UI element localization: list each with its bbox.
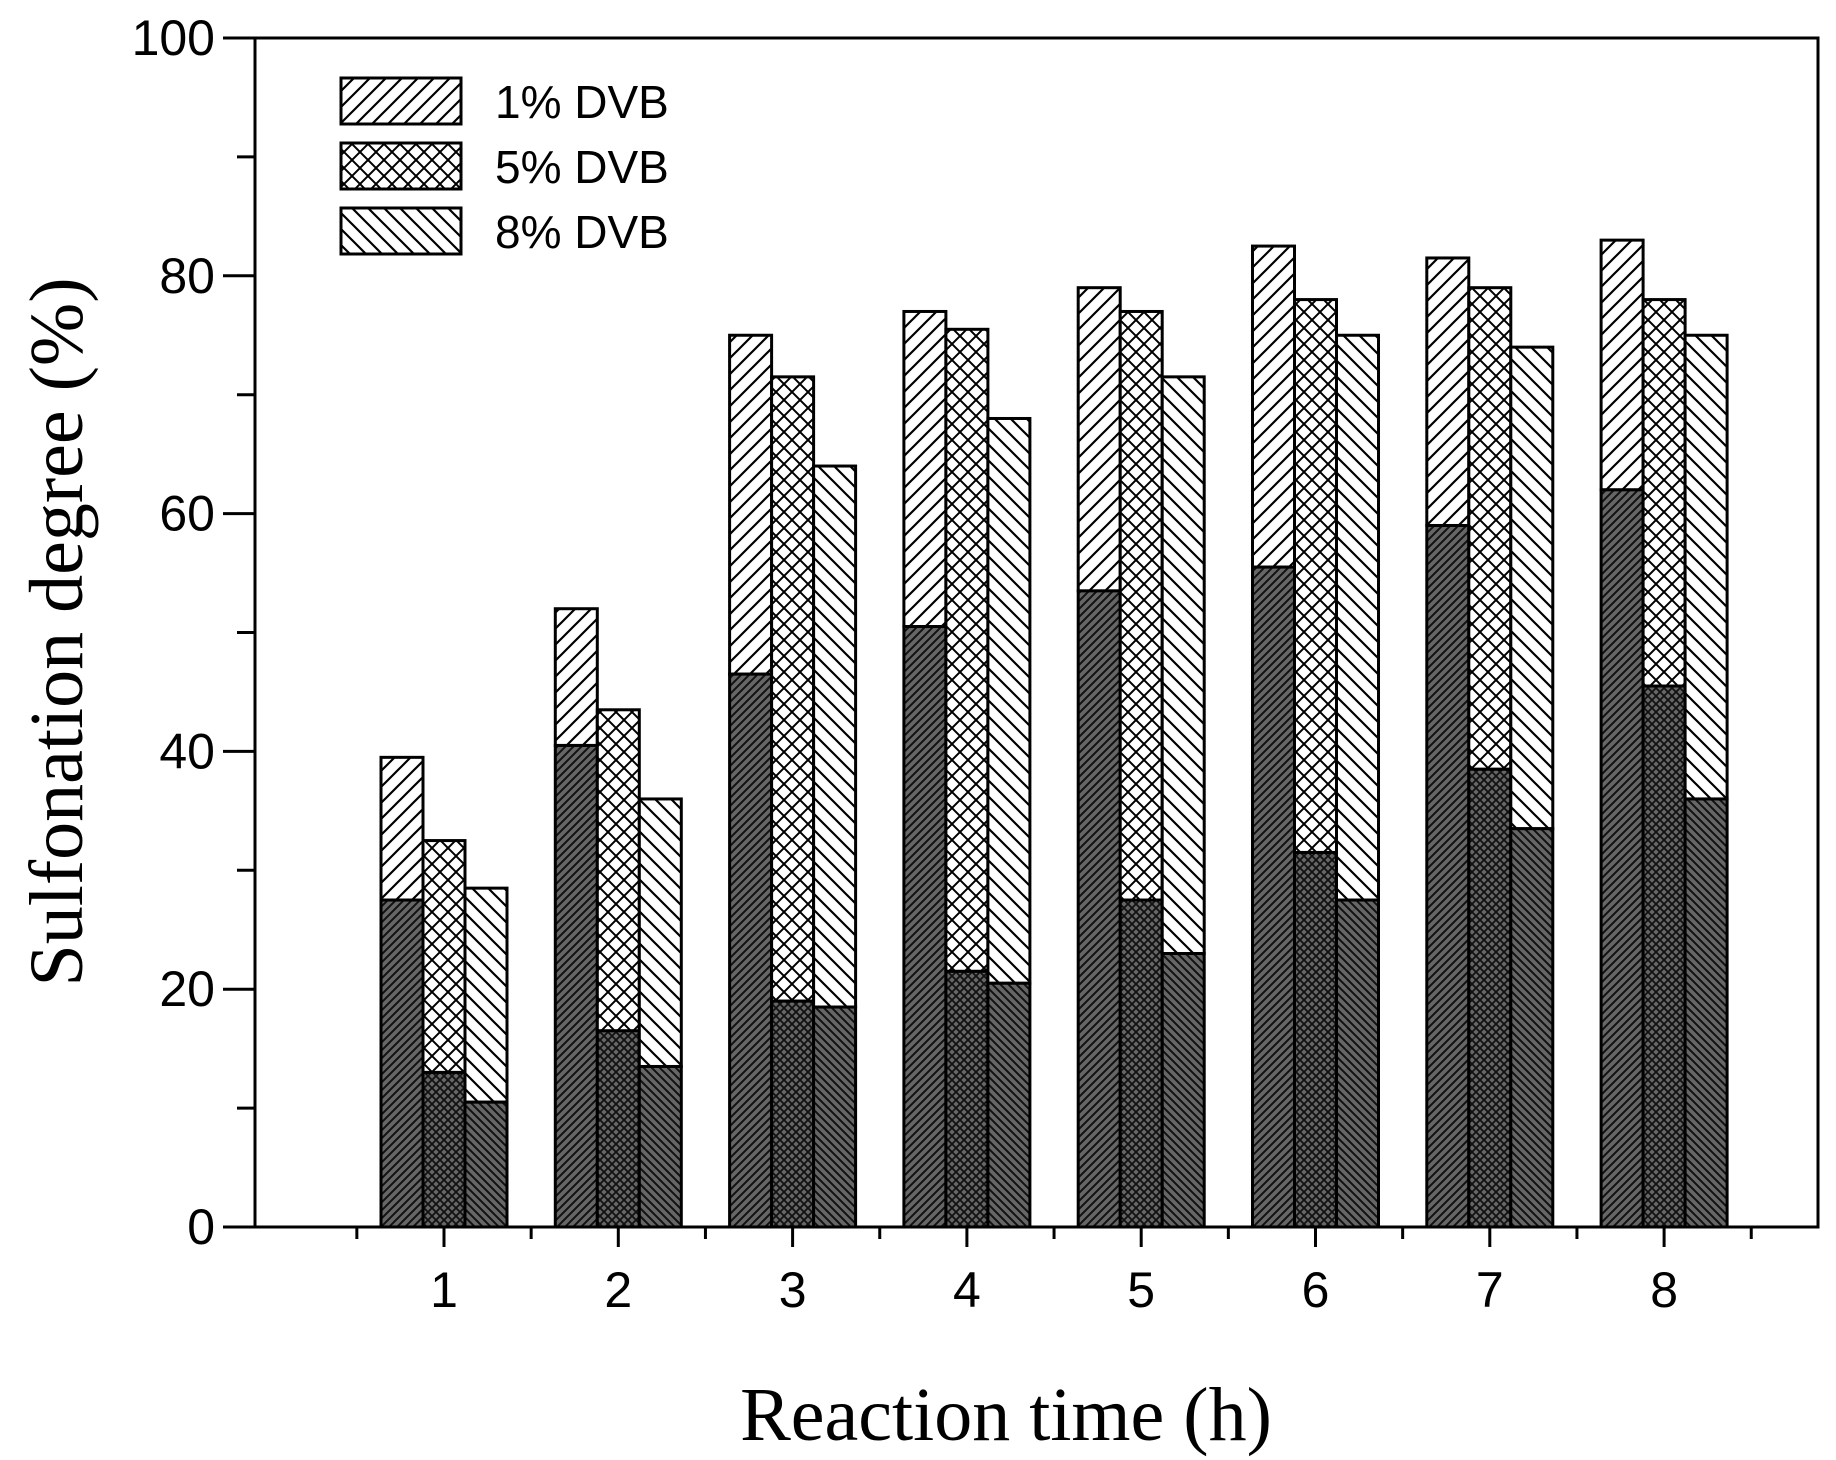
bar-total-1-t4 <box>902 309 948 629</box>
bar-lower-3-t6 <box>1335 898 1380 1229</box>
legend-label-1: 1% DVB <box>495 76 669 128</box>
x-tick-label: 7 <box>1476 1262 1504 1318</box>
bar-total-1-t6 <box>1251 244 1296 569</box>
x-axis-ticks: 1 2 3 4 5 6 7 8 <box>355 1227 1753 1318</box>
y-axis-title: Sulfonation degree (%) <box>15 277 99 986</box>
bar-total-2-t7 <box>1467 286 1513 771</box>
bar-lower-1-t1 <box>379 898 425 1229</box>
x-tick-label: 4 <box>953 1262 981 1318</box>
bar-lower-2-t1 <box>421 1070 467 1229</box>
legend-label-2: 5% DVB <box>495 141 669 193</box>
y-tick-label: 80 <box>159 248 215 304</box>
bar-lower-3-t1 <box>463 1100 509 1229</box>
legend-swatch-2 <box>339 141 463 191</box>
bar-total-2-t3 <box>770 375 816 1003</box>
bar-lower-1-t2 <box>553 743 599 1229</box>
bar-lower-2-t3 <box>770 999 816 1229</box>
bar-lower-1-t8 <box>1599 488 1645 1229</box>
legend-swatch-1 <box>339 76 463 126</box>
bar-total-1-t1 <box>379 755 425 902</box>
bar-lower-3-t2 <box>637 1064 683 1229</box>
bar-total-3-t2 <box>637 797 683 1068</box>
bar-total-1-t5 <box>1076 286 1122 593</box>
y-tick-label: 20 <box>159 961 215 1017</box>
bar-total-2-t4 <box>944 327 990 973</box>
bar-total-1-t2 <box>553 607 599 747</box>
bar-lower-1-t5 <box>1076 589 1122 1229</box>
y-tick-label: 0 <box>187 1199 215 1255</box>
bar-lower-3-t7 <box>1509 827 1555 1229</box>
bar-total-3-t6 <box>1335 333 1380 902</box>
bar-total-1-t7 <box>1425 256 1471 527</box>
bar-total-3-t4 <box>986 416 1032 985</box>
bar-total-3-t8 <box>1683 333 1729 801</box>
bar-lower-3-t5 <box>1160 952 1206 1229</box>
bar-total-3-t1 <box>463 886 509 1104</box>
bar-total-3-t3 <box>812 464 858 1009</box>
bar-total-1-t8 <box>1599 238 1645 492</box>
y-axis-ticks: 0 20 40 60 80 100 <box>132 10 255 1255</box>
x-tick-label: 5 <box>1127 1262 1155 1318</box>
x-tick-label: 3 <box>779 1262 807 1318</box>
bar-lower-1-t3 <box>728 672 774 1229</box>
bar-lower-1-t7 <box>1425 523 1471 1229</box>
legend-label-3: 8% DVB <box>495 206 669 258</box>
x-tick-label: 8 <box>1650 1262 1678 1318</box>
bar-lower-2-t2 <box>595 1029 641 1229</box>
bar-lower-2-t7 <box>1467 767 1513 1229</box>
bar-lower-1-t6 <box>1251 565 1296 1229</box>
bar-total-2-t5 <box>1118 309 1164 902</box>
bar-total-3-t5 <box>1160 375 1206 956</box>
bar-lower-2-t5 <box>1118 898 1164 1229</box>
bar-lower-2-t4 <box>944 969 990 1229</box>
bar-total-2-t8 <box>1641 298 1687 688</box>
bar-lower-1-t4 <box>902 625 948 1229</box>
legend: 1% DVB 5% DVB 8% DVB <box>339 76 669 258</box>
bar-lower-3-t4 <box>986 981 1032 1229</box>
y-tick-label: 40 <box>159 723 215 779</box>
bar-total-2-t6 <box>1293 298 1338 854</box>
plot-frame <box>253 36 1820 1229</box>
bar-total-3-t7 <box>1509 345 1555 831</box>
x-tick-label: 2 <box>604 1262 632 1318</box>
x-tick-label: 6 <box>1302 1262 1330 1318</box>
bar-lower-3-t8 <box>1683 797 1729 1229</box>
y-tick-label: 60 <box>159 486 215 542</box>
bar-total-2-t2 <box>595 708 641 1033</box>
y-tick-label: 100 <box>132 10 215 66</box>
bars-layer <box>379 238 1729 1229</box>
bar-lower-2-t8 <box>1641 684 1687 1229</box>
x-tick-label: 1 <box>430 1262 458 1318</box>
bar-lower-2-t6 <box>1293 850 1338 1229</box>
bar-total-1-t3 <box>728 333 774 676</box>
x-axis-title: Reaction time (h) <box>740 1373 1272 1457</box>
legend-swatch-3 <box>339 206 463 256</box>
bar-total-2-t1 <box>421 839 467 1074</box>
bar-lower-3-t3 <box>812 1005 858 1229</box>
